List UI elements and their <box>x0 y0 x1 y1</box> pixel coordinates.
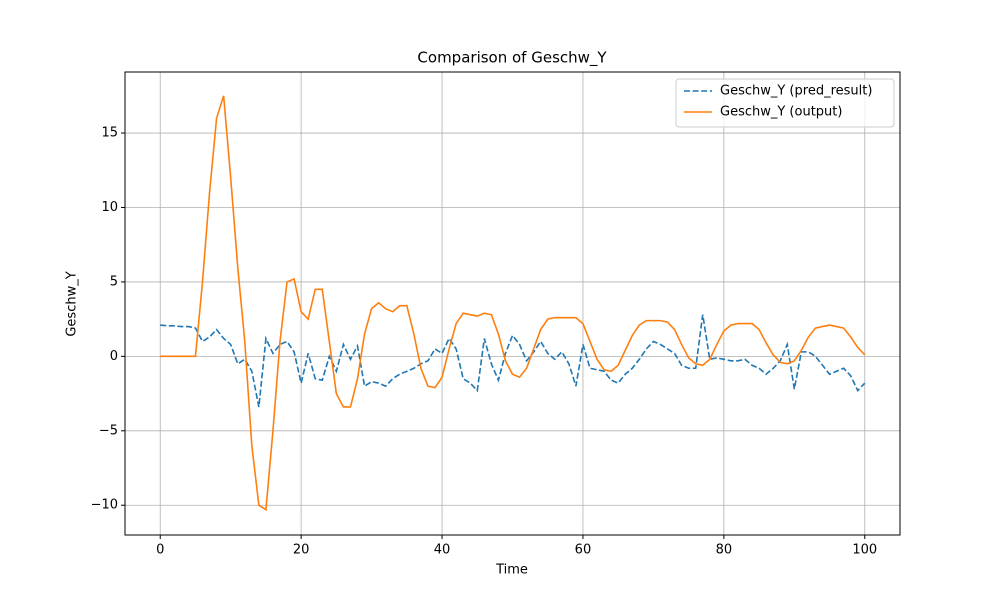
data-line <box>160 95 866 512</box>
x-tick-label: 40 <box>434 543 451 558</box>
x-tick-label: 0 <box>156 543 164 558</box>
y-tick-label: 5 <box>110 274 118 289</box>
x-tick-label: 100 <box>852 543 877 558</box>
y-axis-label: Geschw_Y <box>65 271 80 336</box>
y-tick-label: 0 <box>110 349 118 364</box>
legend-label: Geschw_Y (pred_result) <box>720 84 872 99</box>
x-tick-label: 80 <box>716 543 733 558</box>
chart-title: Comparison of Geschw_Y <box>417 49 607 68</box>
x-tick-label: 20 <box>293 543 310 558</box>
y-tick-label: −10 <box>91 498 118 513</box>
legend-label: Geschw_Y (output) <box>720 105 842 120</box>
data-line <box>160 314 866 408</box>
plot-frame <box>124 71 901 536</box>
x-tick-label: 60 <box>575 543 592 558</box>
x-axis-label: Time <box>495 563 528 578</box>
y-tick-label: 10 <box>101 200 118 215</box>
y-tick-label: 15 <box>101 126 118 141</box>
y-tick-label: −5 <box>99 423 118 438</box>
legend-box <box>675 78 895 128</box>
